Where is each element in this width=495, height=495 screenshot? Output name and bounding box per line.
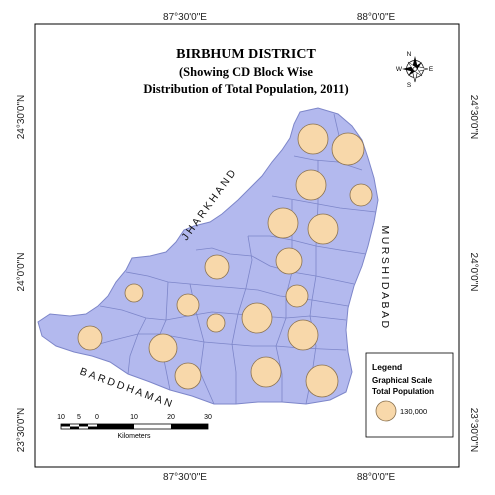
- population-bubble: [77, 325, 103, 351]
- compass-north-label: N: [407, 51, 412, 58]
- population-bubble: [331, 132, 365, 166]
- population-bubble: [176, 293, 200, 317]
- population-bubbles: [77, 123, 373, 398]
- scale-label: 5: [77, 414, 81, 421]
- scale-label: 30: [204, 414, 212, 421]
- north-arrow-icon: [402, 56, 429, 83]
- graticule-right-label: 23°30'0"N: [468, 408, 479, 453]
- scale-label: 10: [57, 414, 65, 421]
- population-bubble: [174, 362, 202, 390]
- block-boundaries: [91, 113, 377, 405]
- legend-bubble-value: 130,000: [400, 407, 427, 416]
- graticule-top-label: 87°30'0"E: [163, 12, 207, 23]
- legend-subtitle-line1: Graphical Scale: [372, 376, 433, 385]
- scale-bar: 10 5 0 10 20 30 Kilometers: [57, 414, 212, 440]
- population-bubble: [124, 283, 144, 303]
- population-bubble: [148, 333, 178, 363]
- graticule-right-label: 24°0'0"N: [468, 253, 479, 292]
- compass-south-label: S: [407, 82, 412, 89]
- graticule-right-label: 24°30'0"N: [468, 95, 479, 140]
- population-bubble: [275, 247, 303, 275]
- graticule-left-label: 23°30'0"N: [16, 408, 27, 453]
- legend-bubble-symbol: [375, 400, 397, 422]
- population-bubble: [349, 183, 373, 207]
- graticule-left-label: 24°30'0"N: [16, 95, 27, 140]
- population-bubble: [241, 302, 273, 334]
- scale-label: 0: [95, 414, 99, 421]
- population-bubble: [204, 254, 230, 280]
- population-bubble: [285, 284, 309, 308]
- population-bubble: [267, 207, 299, 239]
- graticule-bottom-label: 88°0'0"E: [357, 472, 396, 483]
- legend: Legend Graphical Scale Total Population …: [365, 352, 454, 438]
- legend-subtitle-line2: Total Population: [372, 387, 434, 396]
- population-bubble: [297, 123, 329, 155]
- scale-unit: Kilometers: [117, 433, 151, 440]
- population-bubble: [206, 313, 226, 333]
- population-bubble: [305, 364, 339, 398]
- compass-east-label: E: [429, 66, 434, 73]
- population-bubble: [307, 213, 339, 245]
- population-bubble: [250, 356, 282, 388]
- graticule-top-label: 88°0'0"E: [357, 12, 396, 23]
- legend-title: Legend: [372, 362, 402, 372]
- map-title: BIRBHUM DISTRICT: [176, 47, 316, 62]
- scale-label: 10: [130, 414, 138, 421]
- map-subtitle-line2: Distribution of Total Population, 2011): [143, 82, 348, 96]
- neighbor-label-murshidabad: MURSHIDABAD: [379, 225, 391, 330]
- graticule-left-label: 24°0'0"N: [16, 253, 27, 292]
- population-bubble: [287, 319, 319, 351]
- graticule-bottom-label: 87°30'0"E: [163, 472, 207, 483]
- scale-label: 20: [167, 414, 175, 421]
- population-bubble: [295, 169, 327, 201]
- map-subtitle-line1: (Showing CD Block Wise: [179, 65, 313, 79]
- compass-west-label: W: [396, 66, 403, 73]
